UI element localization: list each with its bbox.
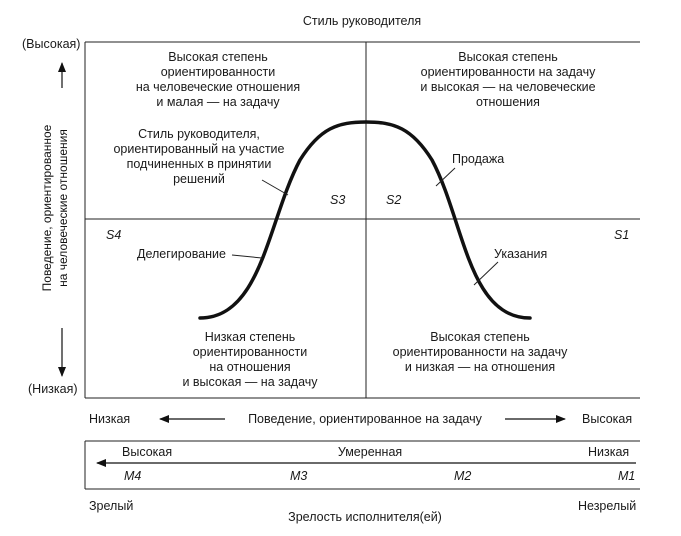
x-axis-low-label: Низкая <box>89 412 131 426</box>
delegating-pointer <box>231 254 263 259</box>
style-code-s3: S3 <box>330 193 346 207</box>
maturity-code-m3: M3 <box>290 469 308 483</box>
delegating-label: Делегирование <box>137 247 226 261</box>
y-axis-high-label: (Высокая) <box>22 37 81 51</box>
style-code-s1: S1 <box>614 228 630 242</box>
maturity-high-label: Высокая <box>122 445 173 459</box>
telling-pointer <box>473 261 499 286</box>
chart-title: Стиль руководителя <box>302 14 422 28</box>
leadership-curve <box>198 120 532 320</box>
y-axis-low-label: (Низкая) <box>28 382 78 396</box>
y-axis-title-line1: Поведение, ориентированное <box>40 124 54 292</box>
style-code-s2: S2 <box>386 193 402 207</box>
quadrant-bottom-left-text: Низкая степень ориентированности на отно… <box>182 330 318 389</box>
x-axis-title: Поведение, ориентированное на задачу <box>248 412 482 426</box>
maturity-moderate-label: Умеренная <box>337 445 403 459</box>
mature-label: Зрелый <box>89 499 134 513</box>
quadrant-top-left-text: Высокая степень ориентированности на чел… <box>135 50 301 109</box>
y-axis-title-line2: на человеческие отношения <box>56 129 70 287</box>
x-axis-high-label: Высокая <box>582 412 633 426</box>
maturity-code-m2: M2 <box>454 469 472 483</box>
telling-label: Указания <box>494 247 548 261</box>
maturity-title: Зрелость исполнителя(ей) <box>288 510 442 524</box>
immature-label: Незрелый <box>578 499 637 513</box>
selling-pointer <box>435 167 456 187</box>
participating-style-note: Стиль руководителя, ориентированный на у… <box>113 127 285 186</box>
maturity-low-label: Низкая <box>588 445 630 459</box>
quadrant-bottom-right-text: Высокая степень ориентированности на зад… <box>392 330 568 374</box>
quadrant-top-right-text: Высокая степень ориентированности на зад… <box>420 50 596 109</box>
style-note-pointer <box>261 179 289 196</box>
maturity-code-m4: M4 <box>124 469 142 483</box>
y-axis-title: Поведение, ориентированное на человеческ… <box>39 88 75 328</box>
style-code-s4: S4 <box>106 228 122 242</box>
selling-label: Продажа <box>452 152 505 166</box>
maturity-code-m1: M1 <box>618 469 636 483</box>
